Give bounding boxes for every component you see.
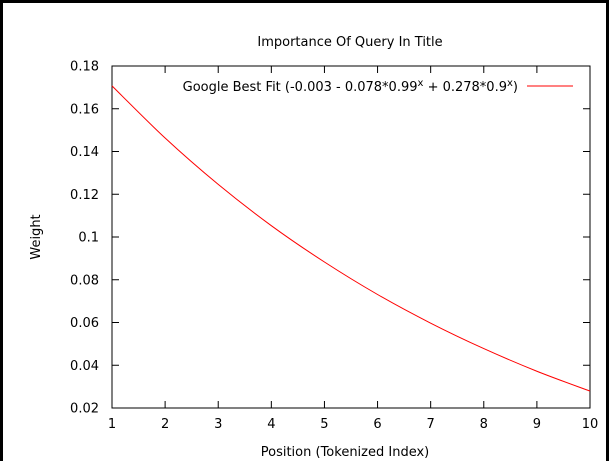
y-tick-label: 0.18 — [70, 60, 99, 75]
legend-sup-1: x — [418, 78, 424, 89]
x-tick-label: 2 — [161, 417, 169, 432]
plot-border — [111, 65, 591, 409]
x-tick-label: 9 — [533, 417, 541, 432]
y-tick-label: 0.12 — [70, 188, 99, 203]
series-line — [111, 85, 591, 392]
x-tick-label: 10 — [582, 417, 599, 432]
legend: Google Best Fit (-0.003 - 0.078*0.99x + … — [183, 78, 573, 95]
y-axis-label: Weight — [29, 214, 44, 259]
x-tick-label: 3 — [214, 417, 222, 432]
chart-title: Importance Of Query In Title — [257, 35, 442, 50]
y-tick-label: 0.08 — [70, 273, 99, 288]
x-tick-label: 7 — [427, 417, 435, 432]
axis-ticks — [111, 65, 591, 409]
x-tick-label: 5 — [320, 417, 328, 432]
tick-labels: 1 2 3 4 5 6 7 8 9 10 0.02 0.04 0.06 0.08 0.1 0.12 0.14 0.… — [70, 60, 598, 433]
y-tick-label: 0.04 — [70, 359, 99, 374]
plot-area — [111, 65, 591, 409]
x-tick-label: 1 — [108, 417, 116, 432]
x-axis-label: Position (Tokenized Index) — [261, 445, 430, 460]
y-tick-label: 0.06 — [70, 316, 99, 331]
x-tick-label: 4 — [267, 417, 275, 432]
y-tick-label: 0.16 — [70, 102, 99, 117]
y-tick-label: 0.1 — [78, 231, 99, 246]
y-tick-label: 0.14 — [70, 145, 99, 160]
legend-sup-2: x — [507, 78, 513, 89]
x-tick-label: 8 — [480, 417, 488, 432]
y-tick-label: 0.02 — [70, 402, 99, 417]
legend-suffix: ) — [513, 80, 518, 95]
legend-entry-label: Google Best Fit (-0.003 - 0.078*0.99x + … — [183, 78, 518, 95]
legend-middle: + 0.278*0.9 — [423, 80, 507, 95]
legend-prefix: Google Best Fit (-0.003 - 0.078*0.99 — [183, 80, 418, 95]
x-tick-label: 6 — [373, 417, 381, 432]
